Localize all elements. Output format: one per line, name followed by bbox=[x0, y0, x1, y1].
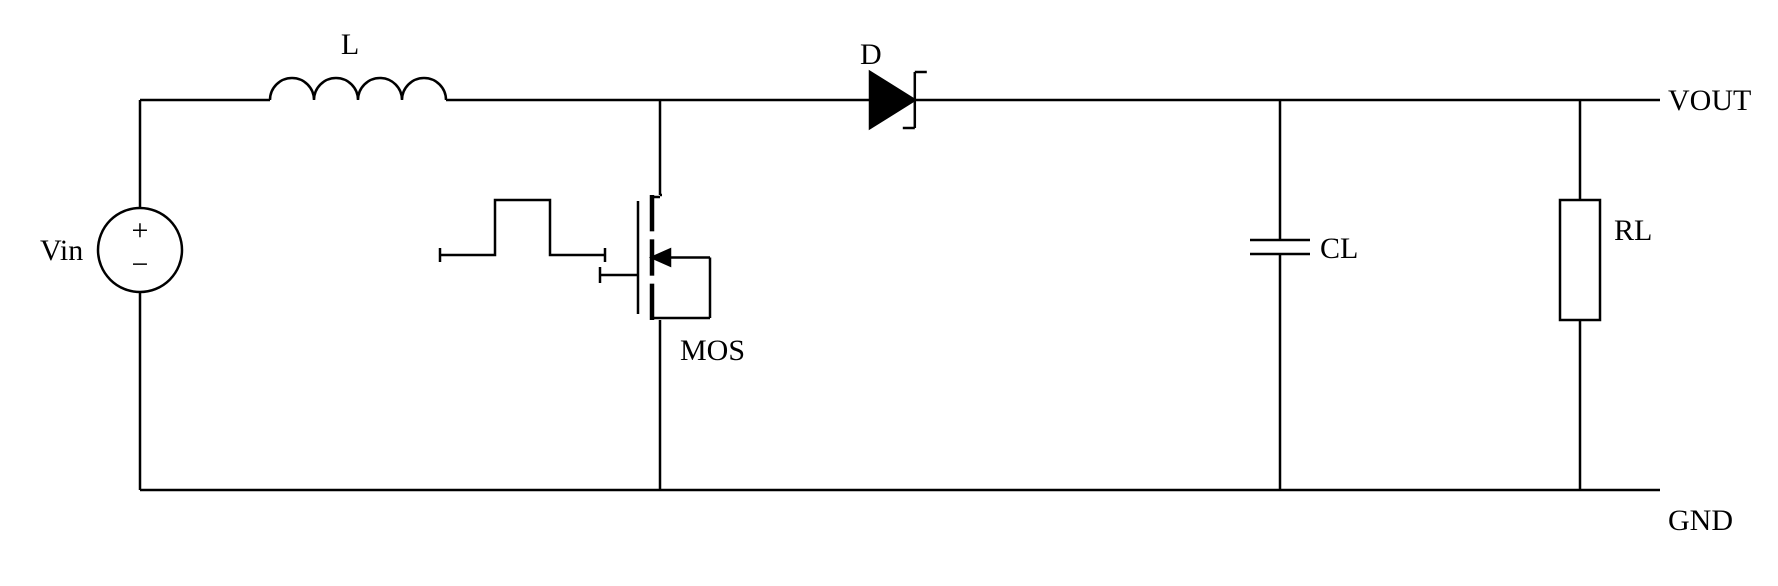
inductor bbox=[270, 78, 446, 100]
boost-converter-circuit: +− Vin L D VOUT GND MOS CL RL bbox=[20, 20, 1778, 561]
diode-label: D bbox=[860, 38, 882, 71]
source-minus: − bbox=[132, 248, 149, 281]
mos-label: MOS bbox=[680, 334, 745, 367]
vout-label: VOUT bbox=[1668, 84, 1751, 117]
inductor-label: L bbox=[341, 28, 359, 61]
capacitor-label: CL bbox=[1320, 232, 1358, 265]
mos-body-arrow bbox=[652, 250, 670, 266]
resistor-label: RL bbox=[1614, 214, 1652, 247]
gnd-label: GND bbox=[1668, 504, 1733, 537]
vin-label: Vin bbox=[40, 234, 83, 267]
pulse-waveform bbox=[440, 200, 605, 255]
source-plus: + bbox=[132, 214, 149, 247]
diode-triangle bbox=[870, 72, 915, 128]
resistor bbox=[1560, 200, 1600, 320]
